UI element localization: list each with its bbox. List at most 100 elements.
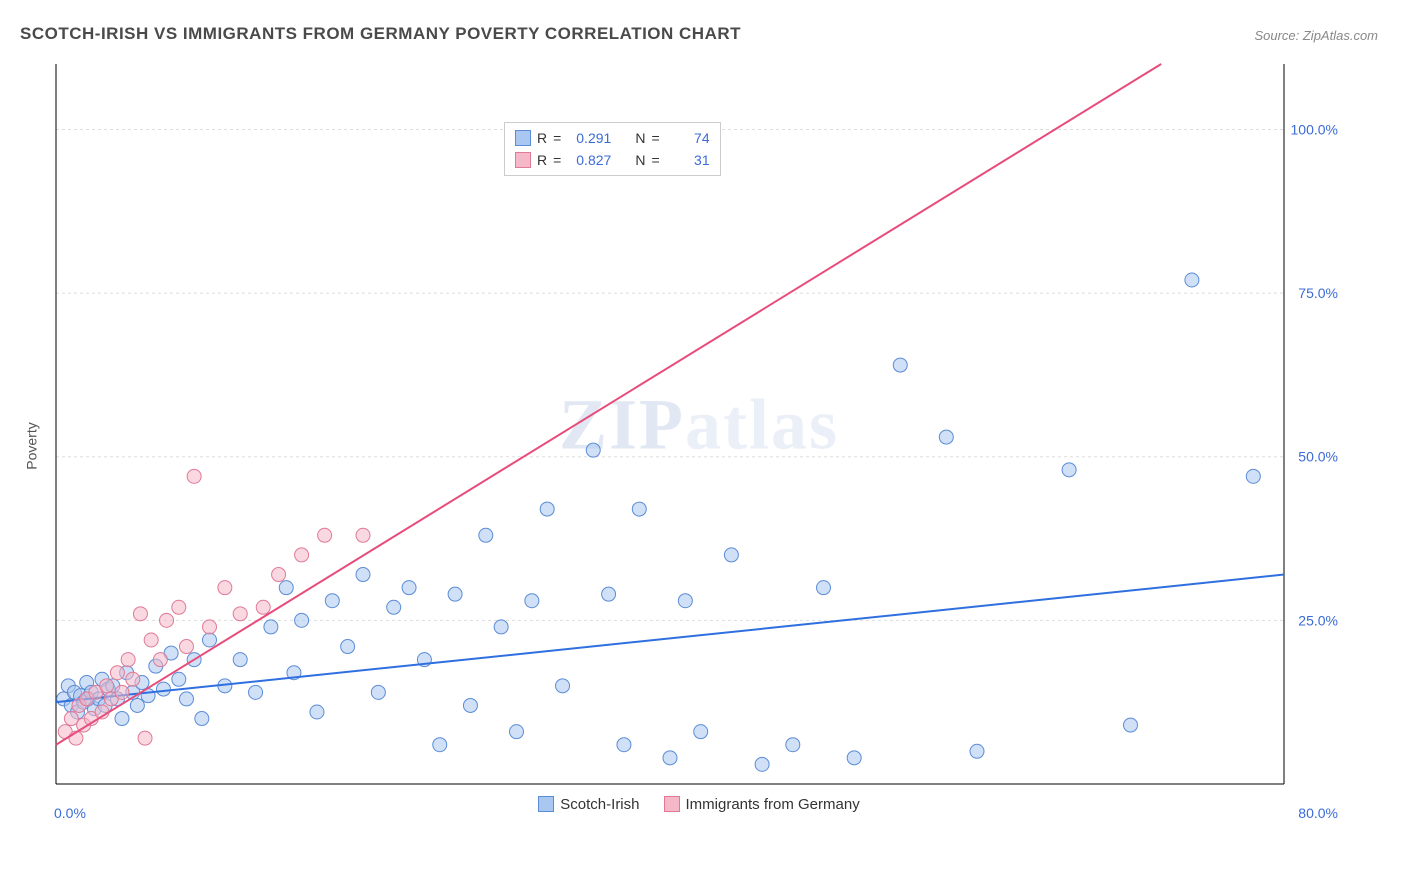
data-point: [100, 679, 114, 693]
equals: =: [651, 152, 659, 168]
swatch-icon: [538, 796, 554, 812]
equals: =: [651, 130, 659, 146]
data-point: [463, 698, 477, 712]
r-value: 0.291: [567, 130, 611, 146]
legend-label: Scotch-Irish: [560, 796, 639, 813]
data-point: [272, 568, 286, 582]
data-point: [817, 581, 831, 595]
data-point: [1185, 273, 1199, 287]
data-point: [1246, 469, 1260, 483]
data-point: [893, 358, 907, 372]
data-point: [203, 633, 217, 647]
data-point: [195, 712, 209, 726]
data-point: [448, 587, 462, 601]
data-point: [264, 620, 278, 634]
data-point: [64, 712, 78, 726]
data-point: [510, 725, 524, 739]
data-point: [632, 502, 646, 516]
y-tick-label: 75.0%: [1298, 285, 1338, 301]
data-point: [160, 613, 174, 627]
data-point: [847, 751, 861, 765]
chart-area: ZIPatlas 25.0%50.0%75.0%100.0%0.0%80.0% …: [54, 60, 1344, 820]
n-value: 31: [666, 152, 710, 168]
data-point: [172, 672, 186, 686]
data-point: [663, 751, 677, 765]
data-point: [295, 613, 309, 627]
stats-row: R = 0.827 N = 31: [515, 149, 710, 171]
data-point: [279, 581, 293, 595]
data-point: [203, 620, 217, 634]
data-point: [356, 528, 370, 542]
swatch-icon: [515, 152, 531, 168]
data-point: [617, 738, 631, 752]
data-point: [678, 594, 692, 608]
data-point: [130, 698, 144, 712]
data-point: [371, 685, 385, 699]
n-label: N: [635, 152, 645, 168]
data-point: [115, 685, 129, 699]
data-point: [525, 594, 539, 608]
data-point: [295, 548, 309, 562]
data-point: [126, 672, 140, 686]
source-attribution: Source: ZipAtlas.com: [1254, 28, 1378, 43]
data-point: [133, 607, 147, 621]
data-point: [156, 682, 170, 696]
data-point: [786, 738, 800, 752]
stats-legend: R = 0.291 N = 74 R = 0.827 N = 31: [504, 122, 721, 176]
r-label: R: [537, 152, 547, 168]
data-point: [144, 633, 158, 647]
n-value: 74: [666, 130, 710, 146]
data-point: [402, 581, 416, 595]
data-point: [755, 757, 769, 771]
data-point: [233, 607, 247, 621]
y-tick-label: 100.0%: [1291, 121, 1338, 137]
equals: =: [553, 152, 561, 168]
data-point: [694, 725, 708, 739]
data-point: [218, 581, 232, 595]
data-point: [970, 744, 984, 758]
data-point: [724, 548, 738, 562]
data-point: [341, 640, 355, 654]
data-point: [138, 731, 152, 745]
data-point: [318, 528, 332, 542]
stats-row: R = 0.291 N = 74: [515, 127, 710, 149]
series-legend: Scotch-Irish Immigrants from Germany: [54, 796, 1344, 817]
legend-item: Immigrants from Germany: [664, 796, 860, 813]
trend-line: [56, 575, 1284, 703]
data-point: [325, 594, 339, 608]
data-point: [179, 692, 193, 706]
data-point: [1124, 718, 1138, 732]
data-point: [256, 600, 270, 614]
data-point: [179, 640, 193, 654]
data-point: [433, 738, 447, 752]
y-tick-label: 50.0%: [1298, 449, 1338, 465]
data-point: [494, 620, 508, 634]
r-label: R: [537, 130, 547, 146]
data-point: [556, 679, 570, 693]
data-point: [586, 443, 600, 457]
data-point: [356, 568, 370, 582]
data-point: [249, 685, 263, 699]
data-point: [310, 705, 324, 719]
legend-item: Scotch-Irish: [538, 796, 639, 813]
data-point: [540, 502, 554, 516]
r-value: 0.827: [567, 152, 611, 168]
y-tick-label: 25.0%: [1298, 612, 1338, 628]
equals: =: [553, 130, 561, 146]
data-point: [115, 712, 129, 726]
data-point: [153, 653, 167, 667]
data-point: [939, 430, 953, 444]
n-label: N: [635, 130, 645, 146]
data-point: [187, 469, 201, 483]
data-point: [387, 600, 401, 614]
swatch-icon: [664, 796, 680, 812]
data-point: [479, 528, 493, 542]
swatch-icon: [515, 130, 531, 146]
y-axis-label: Poverty: [24, 422, 40, 469]
chart-title: SCOTCH-IRISH VS IMMIGRANTS FROM GERMANY …: [20, 24, 741, 44]
data-point: [1062, 463, 1076, 477]
legend-label: Immigrants from Germany: [686, 796, 860, 813]
data-point: [121, 653, 135, 667]
data-point: [172, 600, 186, 614]
data-point: [602, 587, 616, 601]
